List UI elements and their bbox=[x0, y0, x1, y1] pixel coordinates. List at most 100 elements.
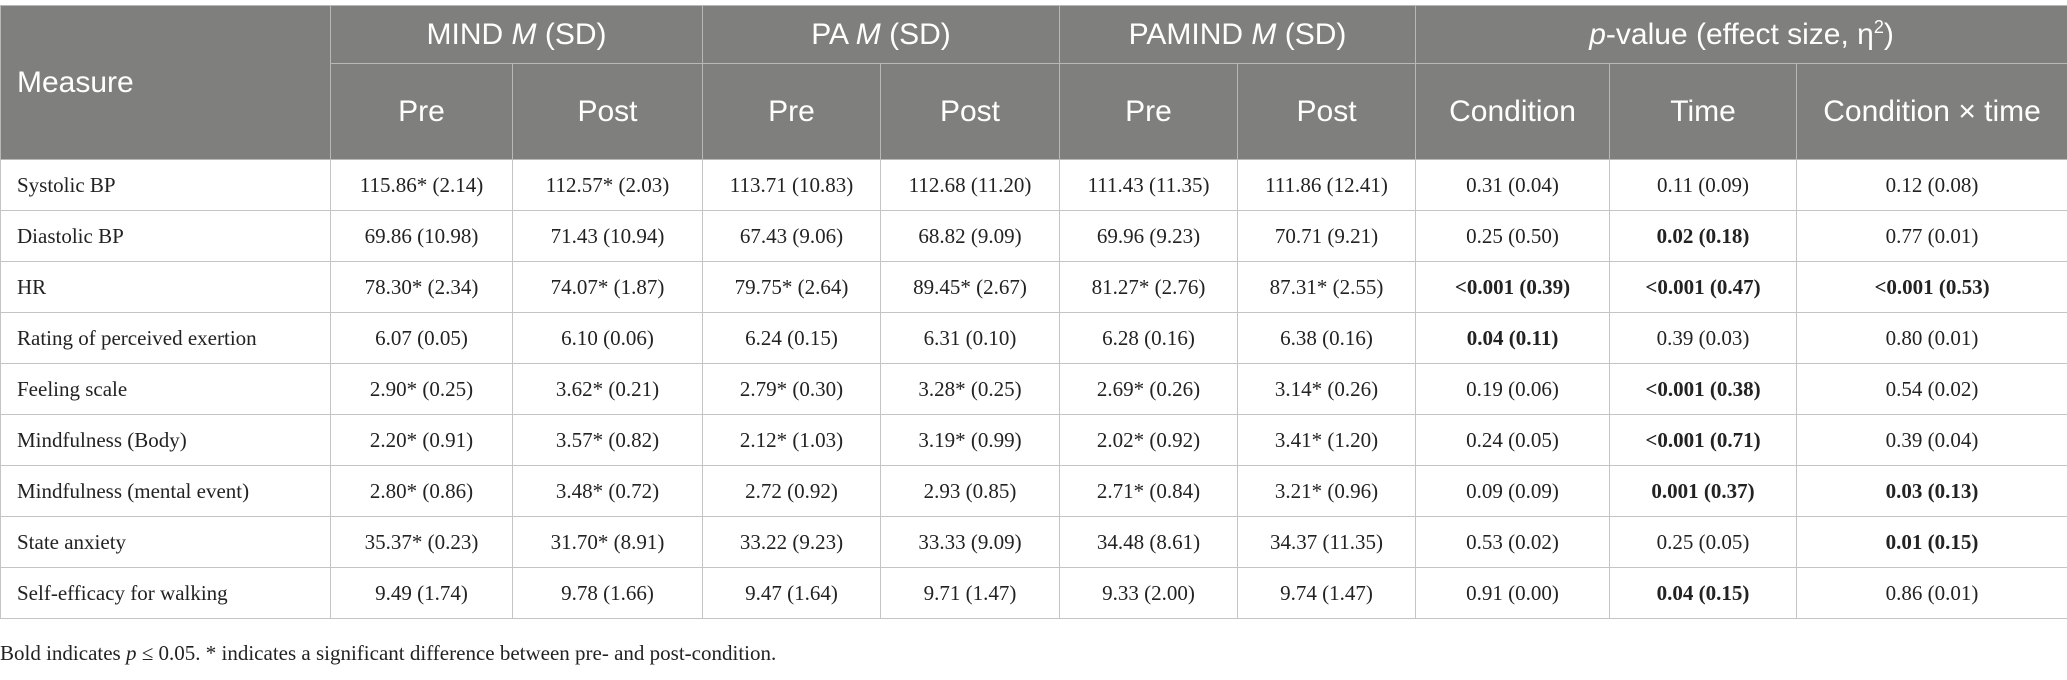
table-row: Feeling scale 2.90* (0.25) 3.62* (0.21) 2.7… bbox=[0, 363, 2067, 415]
value-cell: 6.28 (0.16) bbox=[1059, 312, 1239, 364]
group-header: PA M (SD) bbox=[701, 5, 1061, 64]
value-cell: 3.28* (0.25) bbox=[879, 363, 1061, 415]
value-cell: 71.43 (10.94) bbox=[512, 210, 703, 262]
value-cell: <0.001 (0.39) bbox=[1415, 261, 1611, 313]
value-cell: 2.80* (0.86) bbox=[330, 465, 513, 517]
group-unit: (SD) bbox=[1284, 18, 1347, 51]
group-name: -value (effect size, η bbox=[1605, 18, 1874, 51]
value-cell: 0.03 (0.13) bbox=[1796, 465, 2067, 517]
value-cell: 3.62* (0.21) bbox=[512, 363, 703, 415]
value-cell: 6.31 (0.10) bbox=[879, 312, 1061, 364]
value-cell: 0.01 (0.15) bbox=[1796, 516, 2067, 568]
column-header: Post bbox=[512, 63, 703, 160]
value-cell: 6.24 (0.15) bbox=[702, 312, 881, 364]
group-header: p-value (effect size, η2) bbox=[1415, 5, 2067, 64]
value-cell: 0.86 (0.01) bbox=[1796, 567, 2067, 619]
measure-cell: HR bbox=[0, 261, 331, 313]
group-unit: (SD) bbox=[889, 18, 951, 51]
value-cell: 0.04 (0.11) bbox=[1415, 312, 1611, 364]
value-cell: 69.96 (9.23) bbox=[1059, 210, 1239, 262]
value-cell: 2.69* (0.26) bbox=[1059, 363, 1239, 415]
value-cell: 0.80 (0.01) bbox=[1796, 312, 2067, 364]
column-header: Condition bbox=[1415, 63, 1611, 160]
group-stat: M bbox=[1251, 18, 1277, 51]
value-cell: 9.74 (1.47) bbox=[1237, 567, 1417, 619]
value-cell: 31.70* (8.91) bbox=[512, 516, 703, 568]
value-cell: <0.001 (0.38) bbox=[1609, 363, 1798, 415]
column-header: Post bbox=[879, 63, 1061, 160]
measure-cell: Mindfulness (Body) bbox=[0, 414, 331, 466]
table-row: Diastolic BP 69.86 (10.98) 71.43 (10.94) 67… bbox=[0, 210, 2067, 262]
value-cell: 3.41* (1.20) bbox=[1237, 414, 1417, 466]
value-cell: 0.19 (0.06) bbox=[1415, 363, 1611, 415]
value-cell: 0.001 (0.37) bbox=[1609, 465, 1798, 517]
value-cell: 0.11 (0.09) bbox=[1609, 159, 1798, 211]
value-cell: 112.68 (11.20) bbox=[879, 159, 1061, 211]
value-cell: 81.27* (2.76) bbox=[1059, 261, 1239, 313]
table-row: Self-efficacy for walking 9.49 (1.74) 9.78… bbox=[0, 567, 2067, 619]
value-cell: 0.53 (0.02) bbox=[1415, 516, 1611, 568]
value-cell: 9.49 (1.74) bbox=[330, 567, 513, 619]
value-cell: 0.77 (0.01) bbox=[1796, 210, 2067, 262]
group-unit: (SD) bbox=[544, 18, 607, 51]
value-cell: 6.10 (0.06) bbox=[512, 312, 703, 364]
table-row: Mindfulness (mental event) 2.80* (0.86) 3.… bbox=[0, 465, 2067, 517]
superscript: 2 bbox=[1873, 17, 1884, 37]
column-header: Pre bbox=[1059, 63, 1239, 160]
value-cell: 0.54 (0.02) bbox=[1796, 363, 2067, 415]
value-cell: 68.82 (9.09) bbox=[879, 210, 1061, 262]
value-cell: 69.86 (10.98) bbox=[330, 210, 513, 262]
value-cell: 2.12* (1.03) bbox=[702, 414, 881, 466]
value-cell: 35.37* (0.23) bbox=[330, 516, 513, 568]
measure-cell: State anxiety bbox=[0, 516, 331, 568]
column-header: Condition × time bbox=[1796, 63, 2067, 160]
measure-cell: Rating of perceived exertion bbox=[0, 312, 331, 364]
value-cell: 0.02 (0.18) bbox=[1609, 210, 1798, 262]
value-cell: 2.72 (0.92) bbox=[702, 465, 881, 517]
p-symbol: p bbox=[1589, 18, 1606, 51]
footnote: Bold indicates p ≤ 0.05. * indicates a s… bbox=[0, 641, 776, 666]
value-cell: 2.20* (0.91) bbox=[330, 414, 513, 466]
value-cell: 0.25 (0.50) bbox=[1415, 210, 1611, 262]
value-cell: 3.19* (0.99) bbox=[879, 414, 1061, 466]
value-cell: 70.71 (9.21) bbox=[1237, 210, 1417, 262]
value-cell: 111.43 (11.35) bbox=[1059, 159, 1239, 211]
value-cell: 87.31* (2.55) bbox=[1237, 261, 1417, 313]
table-row: Systolic BP 115.86* (2.14) 112.57* (2.03) 1… bbox=[0, 159, 2067, 211]
measure-cell: Feeling scale bbox=[0, 363, 331, 415]
footnote-text: Bold indicates bbox=[0, 641, 121, 665]
value-cell: 9.33 (2.00) bbox=[1059, 567, 1239, 619]
value-cell: 34.37 (11.35) bbox=[1237, 516, 1417, 568]
value-cell: 115.86* (2.14) bbox=[330, 159, 513, 211]
group-name: PAMIND bbox=[1128, 18, 1244, 51]
group-header: PAMIND M (SD) bbox=[1059, 5, 1417, 64]
header-row: Pre Post Pre Post Pre Post Condition Time Condit… bbox=[1, 63, 2067, 160]
column-header: Pre bbox=[330, 63, 513, 160]
value-cell: 0.24 (0.05) bbox=[1415, 414, 1611, 466]
column-header: Pre bbox=[702, 63, 881, 160]
value-cell: 112.57* (2.03) bbox=[512, 159, 703, 211]
value-cell: 9.71 (1.47) bbox=[879, 567, 1061, 619]
value-cell: 3.57* (0.82) bbox=[512, 414, 703, 466]
results-table: Measure MIND M (SD) PA M (SD) PAMIND M (… bbox=[0, 5, 2067, 619]
value-cell: 3.14* (0.26) bbox=[1237, 363, 1417, 415]
value-cell: 9.78 (1.66) bbox=[512, 567, 703, 619]
group-stat: M bbox=[511, 18, 537, 51]
value-cell: 79.75* (2.64) bbox=[702, 261, 881, 313]
group-header: MIND M (SD) bbox=[330, 5, 703, 64]
group-name: MIND bbox=[426, 18, 504, 51]
measure-cell: Self-efficacy for walking bbox=[0, 567, 331, 619]
value-cell: 89.45* (2.67) bbox=[879, 261, 1061, 313]
header-row: Measure MIND M (SD) PA M (SD) PAMIND M (… bbox=[0, 5, 2067, 160]
table-body: Systolic BP 115.86* (2.14) 112.57* (2.03) 1… bbox=[0, 159, 2067, 619]
value-cell: 74.07* (1.87) bbox=[512, 261, 703, 313]
p-symbol: p bbox=[125, 641, 137, 665]
value-cell: 9.47 (1.64) bbox=[702, 567, 881, 619]
table-row: HR 78.30* (2.34) 74.07* (1.87) 79.75* (2.64… bbox=[0, 261, 2067, 313]
value-cell: 6.07 (0.05) bbox=[330, 312, 513, 364]
value-cell: 3.48* (0.72) bbox=[512, 465, 703, 517]
column-header: Time bbox=[1609, 63, 1798, 160]
column-header: Post bbox=[1237, 63, 1417, 160]
value-cell: <0.001 (0.53) bbox=[1796, 261, 2067, 313]
